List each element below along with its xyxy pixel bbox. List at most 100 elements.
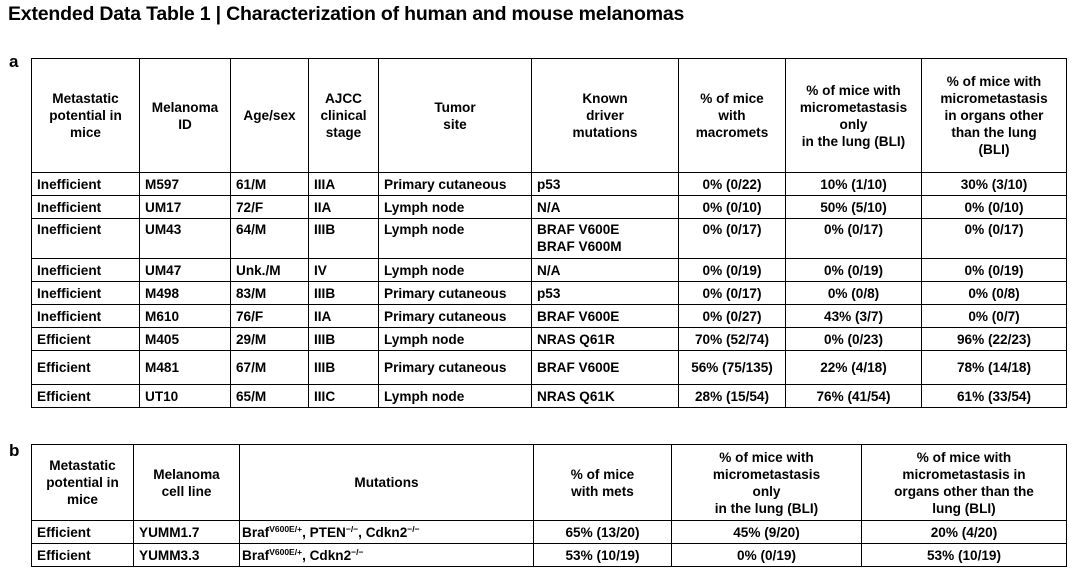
cell-driver-mutations: BRAF V600E BRAF V600M <box>531 218 679 259</box>
cell-lung: 45% (9/20) <box>671 520 862 544</box>
header-macromets: % of mice with macromets <box>678 58 786 173</box>
cell-driver-mutations: p53 <box>531 281 679 305</box>
gene-name: , Cdkn2 <box>302 547 352 563</box>
cell-tumor-site: Lymph node <box>378 195 532 219</box>
cell-ajcc-stage: IIA <box>308 304 379 328</box>
table-row: Inefficient M610 76/F IIA Primary cutaneous B… <box>31 304 1067 328</box>
cell-tumor-site: Primary cutaneous <box>378 281 532 305</box>
cell-melanoma-id: M481 <box>139 350 231 385</box>
table-row: Inefficient M597 61/M IIIA Primary cutaneous… <box>31 172 1067 196</box>
cell-ajcc-stage: IV <box>308 258 379 282</box>
cell-tumor-site: Lymph node <box>378 327 532 351</box>
cell-mets: 65% (13/20) <box>533 520 672 544</box>
cell-tumor-site: Primary cutaneous <box>378 350 532 385</box>
cell-micromets-other: 0% (0/17) <box>921 218 1067 259</box>
cell-driver-mutations: NRAS Q61R <box>531 327 679 351</box>
cell-ajcc-stage: IIIB <box>308 350 379 385</box>
cell-macromets: 0% (0/17) <box>678 218 786 259</box>
cell-melanoma-id: M610 <box>139 304 231 328</box>
table-row: Efficient M405 29/M IIIB Lymph node NRAS Q61R… <box>31 327 1067 351</box>
cell-line: YUMM1.7 <box>133 520 240 544</box>
cell-age-sex: 64/M <box>230 218 309 259</box>
table-row: Efficient UT10 65/M IIIC Lymph node NRAS Q61K… <box>31 384 1067 408</box>
cell-metastatic-potential: Inefficient <box>31 258 140 282</box>
cell-age-sex: 72/F <box>230 195 309 219</box>
header-ajcc-stage: AJCC clinical stage <box>308 58 379 173</box>
gene-name: Braf <box>242 524 270 540</box>
cell-macromets: 56% (75/135) <box>678 350 786 385</box>
header-micromets-other: % of mice with micrometastasis in organs… <box>861 444 1067 521</box>
allele-superscript: V600E/+ <box>269 546 303 557</box>
cell-driver-mutations: BRAF V600E <box>531 350 679 385</box>
cell-age-sex: 61/M <box>230 172 309 196</box>
table-row: Efficient YUMM3.3 BrafV600E/+, Cdkn2−/− 53%… <box>31 543 1067 567</box>
table-row: Inefficient UM47 Unk./M IV Lymph node N/A 0% (… <box>31 258 1067 282</box>
allele-superscript: −/− <box>345 523 359 534</box>
header-mutations: Mutations <box>239 444 534 521</box>
gene-name: Braf <box>242 547 270 563</box>
table-row: Efficient M481 67/M IIIB Primary cutaneous BR… <box>31 350 1067 385</box>
table-row: Inefficient UM17 72/F IIA Lymph node N/A 0% (0… <box>31 195 1067 219</box>
table-title: Extended Data Table 1 | Characterization… <box>8 3 685 25</box>
panel-b-label: b <box>9 441 20 460</box>
header-metastatic-potential: Metastatic potential in mice <box>31 58 140 173</box>
cell-micromets-lung: 0% (0/19) <box>785 258 922 282</box>
cell-mutations: BrafV600E/+, PTEN−/−, Cdkn2−/− <box>239 520 534 544</box>
cell-micromets-lung: 43% (3/7) <box>785 304 922 328</box>
cell-metastatic-potential: Inefficient <box>31 281 140 305</box>
header-tumor-site: Tumor site <box>378 58 532 173</box>
header-micromets-lung: % of mice with micrometastasis only in t… <box>785 58 922 173</box>
cell-micromets-other: 78% (14/18) <box>921 350 1067 385</box>
cell-age-sex: 67/M <box>230 350 309 385</box>
cell-potential: Efficient <box>31 520 134 544</box>
table-row: Inefficient UM43 64/M IIIB Lymph node BRAF V6… <box>31 218 1067 259</box>
header-micromets-other: % of mice with micrometastasis in organs… <box>921 58 1067 173</box>
cell-age-sex: 76/F <box>230 304 309 328</box>
cell-tumor-site: Primary cutaneous <box>378 304 532 328</box>
header-age-sex: Age/sex <box>230 58 309 173</box>
cell-melanoma-id: UM43 <box>139 218 231 259</box>
cell-micromets-other: 0% (0/8) <box>921 281 1067 305</box>
cell-age-sex: 29/M <box>230 327 309 351</box>
cell-micromets-lung: 0% (0/23) <box>785 327 922 351</box>
cell-micromets-lung: 0% (0/17) <box>785 218 922 259</box>
cell-micromets-lung: 50% (5/10) <box>785 195 922 219</box>
cell-potential: Efficient <box>31 543 134 567</box>
cell-ajcc-stage: IIIB <box>308 281 379 305</box>
cell-driver-mutations: N/A <box>531 258 679 282</box>
cell-driver-mutations: BRAF V600E <box>531 304 679 328</box>
cell-melanoma-id: M405 <box>139 327 231 351</box>
panel-a-label: a <box>9 52 19 71</box>
cell-macromets: 70% (52/74) <box>678 327 786 351</box>
header-cell-line: Melanoma cell line <box>133 444 240 521</box>
cell-line: YUMM3.3 <box>133 543 240 567</box>
cell-driver-mutations: p53 <box>531 172 679 196</box>
cell-micromets-lung: 0% (0/8) <box>785 281 922 305</box>
cell-ajcc-stage: IIIA <box>308 172 379 196</box>
cell-tumor-site: Lymph node <box>378 384 532 408</box>
cell-micromets-other: 0% (0/7) <box>921 304 1067 328</box>
header-metastatic-potential: Metastatic potential in mice <box>31 444 134 521</box>
header-driver-mutations: Known driver mutations <box>531 58 679 173</box>
gene-name: , Cdkn2 <box>358 524 408 540</box>
cell-micromets-lung: 10% (1/10) <box>785 172 922 196</box>
cell-melanoma-id: UM17 <box>139 195 231 219</box>
cell-macromets: 28% (15/54) <box>678 384 786 408</box>
cell-macromets: 0% (0/10) <box>678 195 786 219</box>
gene-name: , PTEN <box>302 524 346 540</box>
cell-melanoma-id: M597 <box>139 172 231 196</box>
header-micromets-lung: % of mice with micrometastasis only in t… <box>671 444 862 521</box>
cell-ajcc-stage: IIA <box>308 195 379 219</box>
cell-micromets-lung: 76% (41/54) <box>785 384 922 408</box>
cell-ajcc-stage: IIIB <box>308 218 379 259</box>
cell-tumor-site: Lymph node <box>378 218 532 259</box>
cell-macromets: 0% (0/27) <box>678 304 786 328</box>
cell-ajcc-stage: IIIB <box>308 327 379 351</box>
cell-driver-mutations: NRAS Q61K <box>531 384 679 408</box>
cell-macromets: 0% (0/17) <box>678 281 786 305</box>
table-row: Efficient YUMM1.7 BrafV600E/+, PTEN−/−, Cd… <box>31 520 1067 544</box>
cell-lung: 0% (0/19) <box>671 543 862 567</box>
cell-driver-mutations: N/A <box>531 195 679 219</box>
cell-micromets-other: 0% (0/19) <box>921 258 1067 282</box>
cell-micromets-other: 96% (22/23) <box>921 327 1067 351</box>
